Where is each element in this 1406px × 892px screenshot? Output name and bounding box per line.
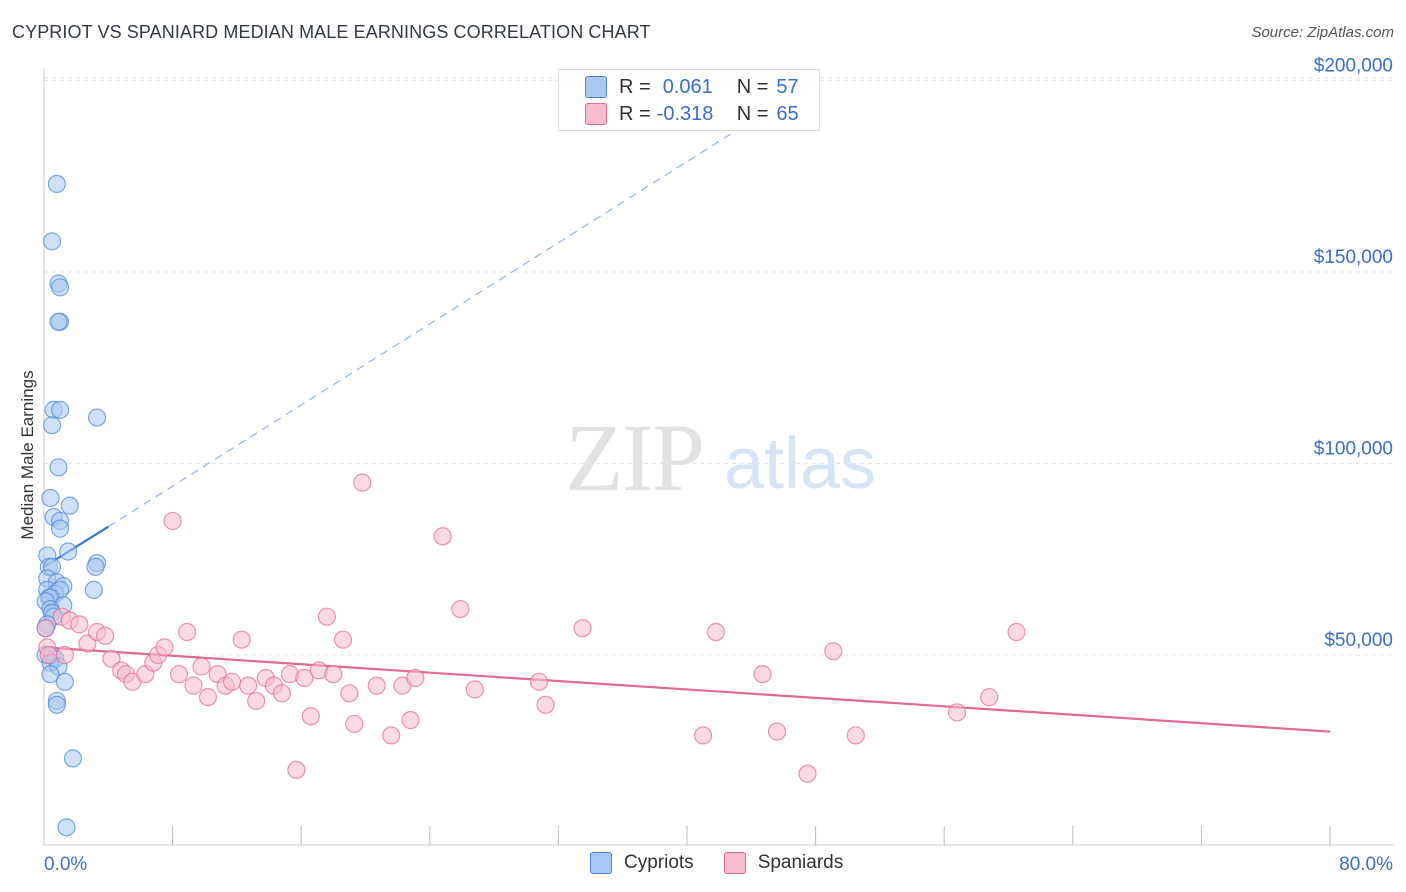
series-swatch-spaniards [723, 852, 746, 874]
spaniard-point [70, 615, 89, 634]
legend-row-spaniards: R = -0.318 N = 65 [585, 102, 799, 126]
spaniard-point [433, 527, 452, 546]
x-tick-label-min: 0.0% [44, 854, 87, 875]
series-legend-cypriots[interactable]: Cypriots [590, 852, 694, 874]
cypriot-point [41, 665, 60, 684]
spaniard-point [406, 668, 425, 688]
cypriot-point [50, 519, 70, 538]
spaniard-point [382, 726, 401, 745]
spaniard-point [345, 714, 364, 734]
cypriot-point [42, 232, 62, 251]
spaniard-point [451, 599, 470, 619]
y-tick-label: $150,000 [1314, 247, 1393, 268]
spaniard-point [163, 511, 182, 531]
spaniard-point [980, 688, 999, 707]
series-legend: Cypriots Spaniards [590, 852, 873, 874]
legend-n-value: 57 [776, 75, 799, 98]
spaniard-point [706, 622, 726, 642]
spaniard-point [573, 619, 592, 638]
source-label: Source: ZipAtlas.com [1251, 24, 1394, 41]
series-label-spaniards: Spaniards [757, 852, 844, 873]
spaniard-point [95, 626, 115, 645]
legend-row-cypriots: R = 0.061 N = 57 [585, 75, 799, 99]
spaniard-point [184, 676, 203, 695]
spaniard-point [295, 668, 314, 688]
cypriots-trend-extension [107, 79, 816, 528]
spaniard-point [465, 680, 484, 699]
chart-title: CYPRIOT VS SPANIARD MEDIAN MALE EARNINGS… [12, 22, 651, 42]
spaniard-point [272, 684, 292, 703]
spaniards-trend-line [43, 646, 1331, 733]
spaniard-point [333, 630, 353, 649]
legend-n-label: N = [736, 102, 769, 125]
cypriot-point [50, 400, 70, 419]
y-tick-label: $100,000 [1314, 439, 1393, 460]
cypriot-point [59, 542, 78, 561]
spaniard-point [192, 657, 211, 676]
series-label-cypriots: Cypriots [624, 852, 694, 873]
cypriot-point [47, 174, 66, 194]
spaniard-point [55, 645, 74, 665]
series-legend-spaniards[interactable]: Spaniards [723, 852, 844, 874]
cypriot-point [55, 672, 74, 691]
legend-swatch-spaniards [585, 103, 607, 125]
legend-swatch-cypriots [585, 76, 607, 98]
legend-r-label: R = [619, 75, 651, 98]
spaniard-point [798, 764, 817, 783]
spaniard-point [846, 726, 865, 745]
spaniard-point [324, 665, 343, 684]
spaniard-point [177, 622, 197, 642]
cypriot-point [60, 496, 79, 515]
x-tick-label-max: 80.0% [1339, 854, 1393, 875]
cypriot-point [42, 416, 62, 435]
spaniard-point [247, 691, 266, 711]
cypriot-point [49, 312, 68, 331]
spaniard-point [287, 760, 306, 780]
spaniard-point [155, 638, 174, 657]
cypriot-point [50, 278, 70, 297]
legend-n-value: 65 [776, 102, 799, 125]
cypriot-point [63, 749, 83, 768]
spaniard-point [169, 665, 189, 684]
spaniard-point [1007, 622, 1026, 642]
legend-n-label: N = [736, 75, 769, 98]
legend-r-value: -0.318 [656, 102, 714, 125]
spaniard-point [239, 676, 258, 695]
cypriot-point [47, 695, 66, 714]
spaniard-point [767, 722, 787, 741]
cypriot-point [57, 818, 76, 837]
spaniard-point [39, 645, 58, 665]
spaniard-point [353, 473, 372, 492]
spaniard-point [536, 695, 555, 714]
legend-r-value: 0.061 [662, 75, 713, 98]
cypriot-point [87, 408, 107, 427]
cypriot-point [49, 458, 68, 477]
spaniard-point [367, 676, 386, 695]
spaniard-point [222, 672, 242, 691]
spaniard-point [198, 688, 218, 707]
cypriot-point [86, 557, 105, 577]
cypriot-point [41, 488, 60, 508]
spaniard-point [530, 672, 549, 691]
spaniard-point [753, 665, 772, 684]
spaniard-point [232, 630, 251, 649]
watermark-zip: ZIP [565, 404, 703, 511]
spaniard-point [317, 607, 337, 626]
y-tick-label: $200,000 [1314, 56, 1393, 77]
spaniard-point [824, 642, 843, 661]
spaniard-point [947, 703, 967, 722]
spaniard-point [693, 726, 713, 745]
cypriot-point [84, 580, 103, 599]
spaniard-point [36, 619, 55, 638]
y-tick-label: $50,000 [1324, 630, 1393, 651]
legend-r-label: R = [619, 102, 651, 125]
spaniard-point [401, 711, 420, 730]
correlation-legend: R = 0.061 N = 57 R = -0.318 N = 65 [558, 69, 820, 131]
series-swatch-cypriots [590, 852, 612, 874]
spaniard-point [301, 707, 320, 726]
spaniard-point [340, 684, 359, 703]
